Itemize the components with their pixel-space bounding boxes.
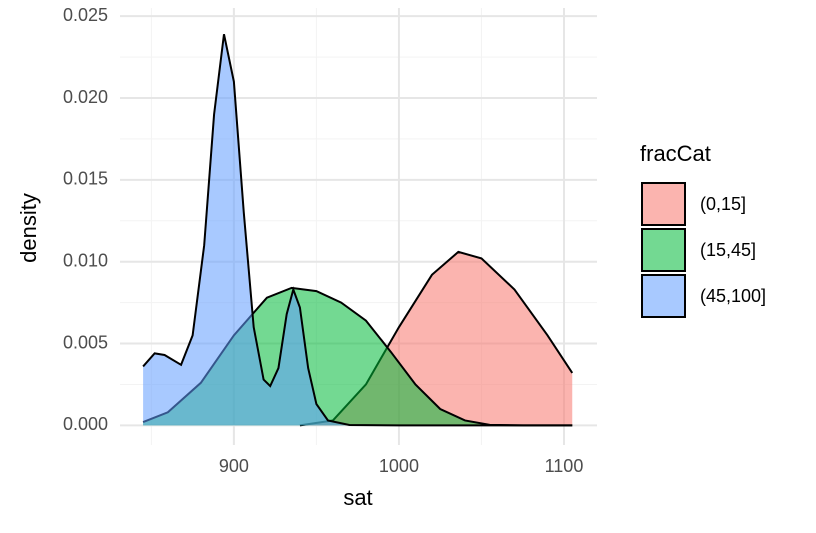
legend-key (641, 274, 686, 318)
legend-title: fracCat (640, 141, 711, 166)
legend-key (641, 182, 686, 226)
areas (142, 33, 574, 427)
x-tick-label: 1000 (379, 456, 419, 476)
x-tick-label: 1100 (545, 456, 584, 476)
x-tick-label: 900 (219, 456, 249, 476)
legend-label: (0,15] (700, 194, 746, 214)
y-tick-label: 0.000 (63, 414, 108, 434)
y-tick-label: 0.020 (63, 87, 108, 107)
y-axis-label: density (16, 193, 41, 263)
y-tick-label: 0.015 (63, 169, 108, 189)
y-tick-label: 0.005 (63, 332, 108, 352)
density-area (143, 34, 573, 426)
legend-label: (15,45] (700, 240, 756, 260)
density-line (142, 33, 573, 427)
legend-key (641, 228, 686, 272)
y-tick-label: 0.025 (63, 5, 108, 25)
legend-label: (45,100] (700, 286, 766, 306)
y-tick-label: 0.010 (63, 250, 108, 270)
x-axis-label: sat (343, 485, 372, 510)
